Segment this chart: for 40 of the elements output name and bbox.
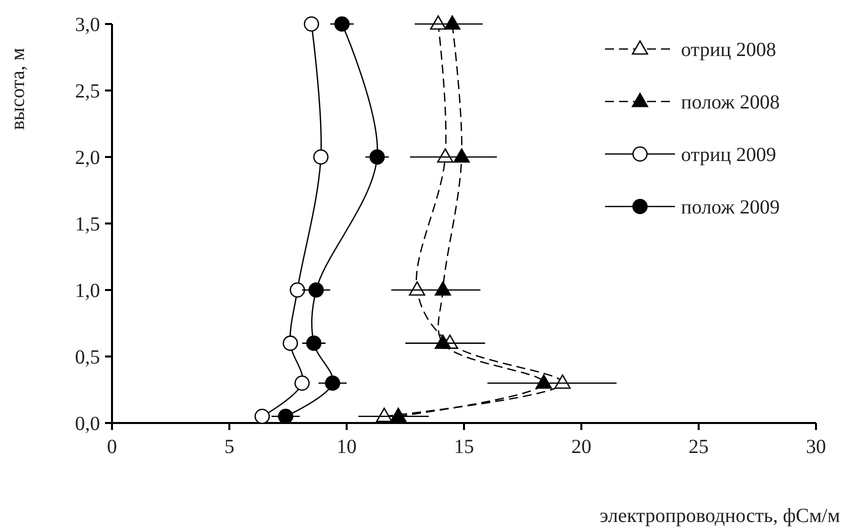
x-tick-label: 10: [336, 436, 357, 458]
y-tick-label: 2,0: [75, 147, 100, 169]
point: [370, 149, 385, 165]
y-tick-label: 0,5: [75, 346, 100, 368]
legend-label: отриц 2008: [681, 39, 776, 61]
y-tick-label: 0,0: [75, 413, 100, 435]
y-tick-label: 3,0: [75, 14, 100, 36]
point: [390, 408, 406, 422]
point: [444, 15, 460, 30]
legend-label: полож 2008: [681, 92, 780, 114]
point: [294, 375, 310, 391]
x-tick-label: 20: [571, 436, 592, 458]
legend-label: полож 2009: [681, 196, 780, 218]
point: [254, 408, 270, 424]
point: [434, 281, 452, 296]
x-tick-label: 30: [806, 436, 826, 458]
point: [434, 334, 452, 349]
point: [306, 336, 322, 351]
point: [324, 375, 340, 391]
point: [536, 374, 552, 389]
point: [304, 16, 320, 32]
x-tick-label: 0: [107, 436, 117, 458]
y-axis-title: высота, м: [7, 48, 29, 130]
point: [282, 336, 298, 351]
x-tick-label: 15: [454, 436, 474, 458]
legend-label: отриц 2009: [681, 144, 776, 166]
point: [313, 149, 329, 165]
point: [290, 282, 306, 298]
point: [437, 148, 454, 163]
x-tick-label: 5: [224, 436, 234, 458]
point: [308, 282, 324, 298]
point: [454, 148, 470, 163]
point: [408, 281, 426, 296]
point: [278, 408, 294, 424]
x-axis-title: электропроводность, фСм/м: [600, 505, 840, 527]
y-tick-label: 1,5: [75, 214, 100, 236]
x-tick-label: 25: [688, 436, 709, 458]
point: [334, 16, 350, 32]
y-tick-label: 2,5: [75, 80, 100, 102]
y-tick-label: 1,0: [75, 280, 100, 302]
